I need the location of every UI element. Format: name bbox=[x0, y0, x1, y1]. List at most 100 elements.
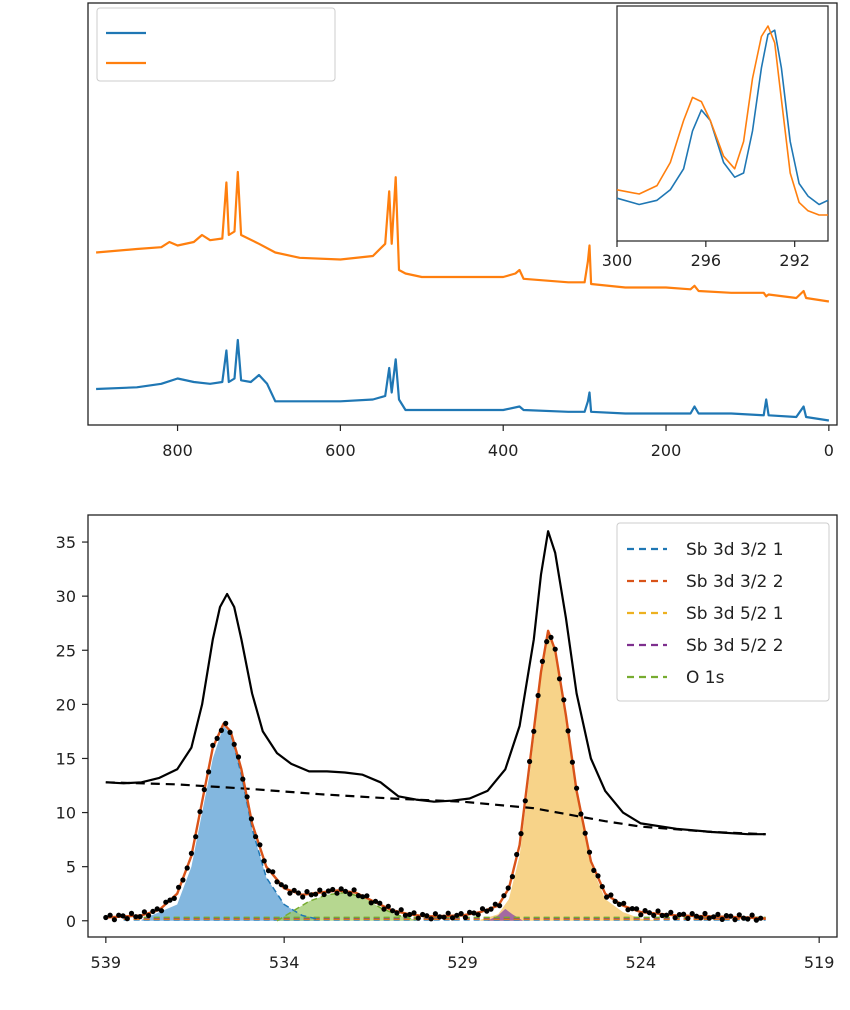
p007-data-point bbox=[741, 915, 747, 921]
p007-data-point bbox=[599, 884, 605, 890]
p007-data-point bbox=[441, 914, 447, 920]
survey-series bbox=[96, 170, 830, 422]
p007-data-point bbox=[462, 914, 468, 921]
p007-data-point bbox=[158, 908, 165, 914]
p007-data-point bbox=[355, 893, 361, 899]
p007-data-point bbox=[368, 900, 374, 906]
p007-data-point bbox=[231, 741, 237, 747]
p007-data-point bbox=[467, 909, 473, 915]
p007-data-point bbox=[693, 913, 700, 919]
p007-data-point bbox=[137, 914, 143, 920]
p007-data-point bbox=[689, 911, 695, 917]
inset-x-tick-label-0: 300 bbox=[602, 251, 633, 270]
p007-data-point bbox=[171, 895, 177, 902]
inset-series bbox=[616, 25, 829, 216]
p007-x-tick-label-0: 539 bbox=[91, 953, 122, 972]
p007-data-point bbox=[193, 834, 199, 840]
p007-data-point bbox=[128, 910, 135, 917]
p007-data-point bbox=[582, 830, 588, 836]
p007-data-point bbox=[197, 809, 203, 815]
p007-data-point bbox=[437, 914, 443, 920]
p007-data-point bbox=[176, 884, 182, 890]
p007-data-point bbox=[497, 903, 503, 909]
p007-data-point bbox=[364, 893, 370, 899]
p007-data-point bbox=[719, 916, 725, 923]
p007-data-point bbox=[107, 912, 113, 918]
p007-data-point bbox=[180, 877, 186, 883]
p007-data-point bbox=[672, 915, 678, 921]
p007-data-point bbox=[201, 787, 207, 793]
p007-data-point bbox=[556, 676, 563, 682]
p007-data-point bbox=[659, 912, 665, 919]
p007-data-point bbox=[111, 917, 117, 923]
survey-x-tick-label-3: 200 bbox=[651, 441, 682, 460]
p007-data-point bbox=[668, 909, 674, 916]
p007-data-point bbox=[291, 887, 297, 893]
p007-data-point bbox=[638, 912, 644, 918]
p007-y-tick-label-1: 5 bbox=[66, 858, 76, 877]
p007-data-point bbox=[334, 890, 340, 896]
p007-data-point bbox=[642, 908, 648, 914]
p007-data-point bbox=[407, 911, 413, 918]
survey-line-p007 bbox=[96, 170, 830, 303]
p007-data-point bbox=[484, 908, 490, 914]
inset-axes-frame bbox=[616, 5, 829, 242]
p007-data-point bbox=[321, 891, 327, 898]
p007-data-point bbox=[501, 893, 507, 899]
p007-data-point bbox=[154, 906, 160, 912]
p007-data-point bbox=[257, 842, 263, 848]
survey-x-tick-label-4: 0 bbox=[824, 441, 834, 460]
p007-data-point bbox=[240, 776, 246, 782]
p007-data-point bbox=[351, 887, 357, 893]
p007-data-point bbox=[270, 869, 276, 875]
p007-data-point bbox=[698, 915, 704, 921]
p007-data-point bbox=[745, 916, 751, 922]
p007-raw-spectrum-line bbox=[105, 530, 766, 836]
p007-data-point bbox=[492, 901, 498, 907]
p007-y-tick-label-2: 10 bbox=[56, 804, 76, 823]
survey-legend-box bbox=[96, 7, 336, 82]
p007-data-point bbox=[681, 911, 687, 917]
survey-panel: 800 600 400 200 0 300 296 292 bbox=[87, 2, 838, 460]
p007-data-point bbox=[124, 916, 130, 922]
p007-legend-box bbox=[616, 522, 830, 702]
p007-data-point bbox=[338, 886, 344, 892]
p007-data-point bbox=[300, 894, 306, 900]
p007-data-point bbox=[347, 891, 353, 897]
p007-data-point bbox=[749, 912, 755, 918]
p007-data-point bbox=[595, 873, 601, 879]
p007-y-tick-label-3: 15 bbox=[56, 749, 76, 768]
p007-data-point bbox=[287, 890, 293, 896]
p007-data-point bbox=[415, 915, 421, 921]
survey-x-tick-label-2: 400 bbox=[488, 441, 519, 460]
p007-data-point bbox=[133, 914, 139, 920]
p007-data-point bbox=[454, 912, 460, 918]
p007-y-tick-label-0: 0 bbox=[66, 912, 76, 931]
p007-data-point bbox=[702, 910, 708, 917]
p007-data-point bbox=[676, 912, 683, 918]
p007-data-point bbox=[548, 634, 554, 641]
p007-data-point bbox=[248, 816, 254, 822]
survey-x-ticks: 800 600 400 200 0 bbox=[162, 425, 834, 460]
inset-line-p006 bbox=[616, 29, 829, 206]
p007-data-point bbox=[184, 865, 190, 871]
p007-data-point bbox=[167, 897, 173, 903]
p007-data-point bbox=[377, 900, 383, 906]
p007-data-point bbox=[235, 754, 242, 760]
p007-data-point bbox=[604, 894, 610, 900]
p007-data-point bbox=[685, 915, 691, 922]
p007-legend-label-1: Sb 3d 3/2 2 bbox=[686, 572, 784, 592]
p007-data-point bbox=[458, 911, 464, 917]
p007-data-point bbox=[509, 874, 515, 880]
p007-data-point bbox=[646, 910, 653, 916]
p007-data-point bbox=[514, 851, 520, 858]
p007-data-point bbox=[527, 758, 533, 765]
p007-data-point bbox=[308, 892, 314, 898]
p007-data-point bbox=[723, 913, 730, 919]
survey-legend bbox=[96, 7, 336, 82]
p007-data-point bbox=[304, 889, 310, 895]
p007-data-point bbox=[616, 901, 623, 908]
survey-axes-frame bbox=[87, 2, 838, 426]
p007-data-point bbox=[223, 720, 229, 727]
